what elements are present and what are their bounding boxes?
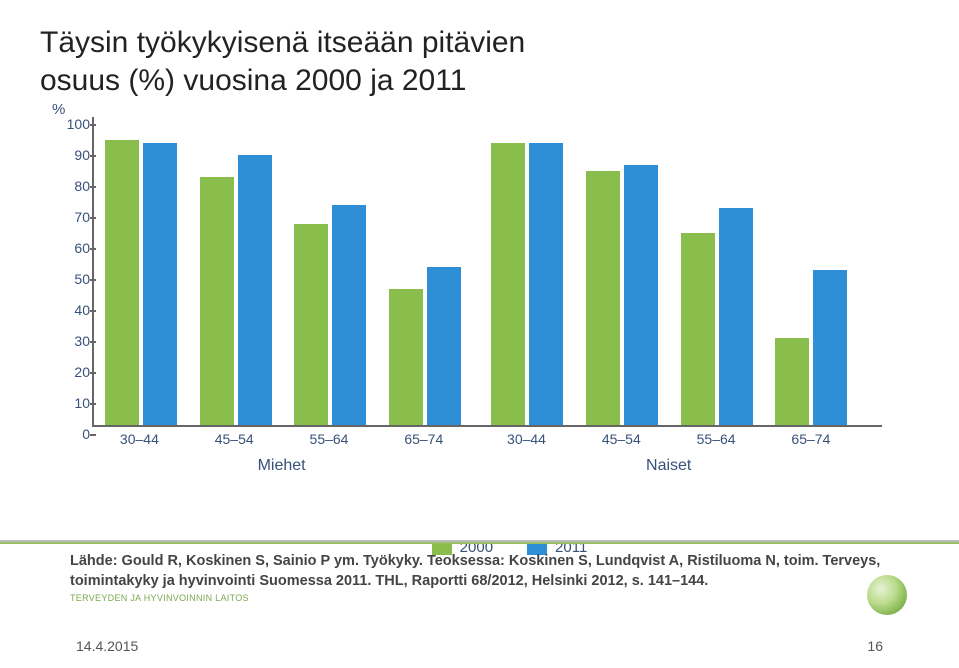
bars-layer — [94, 117, 882, 425]
plot-area: 0102030405060708090100 — [92, 117, 882, 427]
y-tick: 100 — [52, 116, 90, 132]
bar-2011 — [143, 143, 177, 425]
y-tick: 60 — [52, 240, 90, 256]
footer-date: 14.4.2015 — [76, 638, 138, 654]
section-label: Naiset — [646, 457, 691, 475]
source-citation: Lähde: Gould R, Koskinen S, Sainio P ym.… — [70, 552, 889, 591]
bar-2000 — [681, 233, 715, 425]
y-tick: 40 — [52, 302, 90, 318]
x-tick-label: 55–64 — [310, 431, 349, 447]
x-tick-label: 45–54 — [602, 431, 641, 447]
bar-2011 — [529, 143, 563, 425]
bar-2011 — [427, 267, 461, 425]
y-tick: 10 — [52, 395, 90, 411]
bar-group — [491, 143, 563, 425]
bar-2011 — [624, 165, 658, 425]
bar-chart: % 0102030405060708090100 30–4445–5455–64… — [50, 105, 900, 485]
bar-group — [586, 165, 658, 425]
bar-2000 — [389, 289, 423, 425]
brand-label: TERVEYDEN JA HYVINVOINNIN LAITOS — [70, 593, 249, 603]
bar-group — [389, 267, 461, 425]
y-tick: 80 — [52, 178, 90, 194]
bar-group — [105, 140, 177, 425]
bar-2000 — [775, 338, 809, 425]
bar-group — [294, 205, 366, 425]
bar-group — [200, 155, 272, 425]
x-tick-label: 45–54 — [215, 431, 254, 447]
brand-logo-icon — [867, 575, 907, 615]
y-tick: 70 — [52, 209, 90, 225]
y-tick: 30 — [52, 333, 90, 349]
section-label: Miehet — [258, 457, 306, 475]
bar-2000 — [200, 177, 234, 425]
title-line-1: Täysin työkykyisenä itseään pitävien — [40, 26, 525, 59]
x-tick-label: 65–74 — [791, 431, 830, 447]
y-tick: 90 — [52, 147, 90, 163]
x-tick-label: 55–64 — [697, 431, 736, 447]
bar-2011 — [238, 155, 272, 425]
y-tick: 50 — [52, 271, 90, 287]
y-tick: 20 — [52, 364, 90, 380]
footer-page-number: 16 — [867, 638, 883, 654]
bar-2000 — [491, 143, 525, 425]
bar-2000 — [294, 224, 328, 426]
divider-bar — [0, 540, 959, 542]
title-line-2: osuus (%) vuosina 2000 ja 2011 — [40, 64, 466, 97]
bar-2011 — [332, 205, 366, 425]
bar-2011 — [813, 270, 847, 425]
y-tick: 0 — [52, 426, 90, 442]
bar-group — [775, 270, 847, 425]
bar-group — [681, 208, 753, 425]
bar-2000 — [586, 171, 620, 425]
x-tick-label: 30–44 — [120, 431, 159, 447]
page-title: Täysin työkykyisenä itseään pitävien osu… — [40, 24, 919, 99]
x-tick-label: 30–44 — [507, 431, 546, 447]
bar-2011 — [719, 208, 753, 425]
x-tick-label: 65–74 — [404, 431, 443, 447]
bar-2000 — [105, 140, 139, 425]
